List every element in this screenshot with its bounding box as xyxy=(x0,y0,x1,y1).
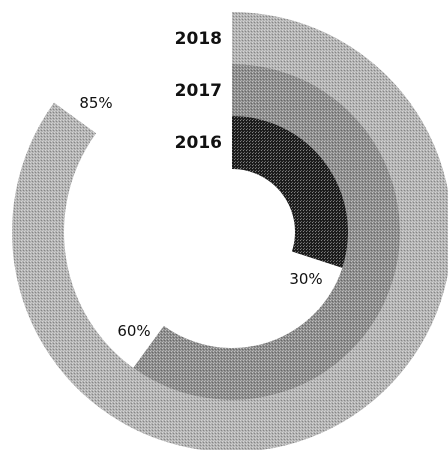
value-label-2018: 85% xyxy=(79,94,112,112)
ring-texture-2017 xyxy=(133,64,400,400)
series-label-2017: 2017 xyxy=(175,81,222,101)
value-label-2016: 30% xyxy=(289,270,322,288)
value-label-2017: 60% xyxy=(117,322,150,340)
ring-texture-2016 xyxy=(232,116,349,268)
series-label-2018: 2018 xyxy=(175,29,222,49)
series-label-2016: 2016 xyxy=(175,133,222,153)
